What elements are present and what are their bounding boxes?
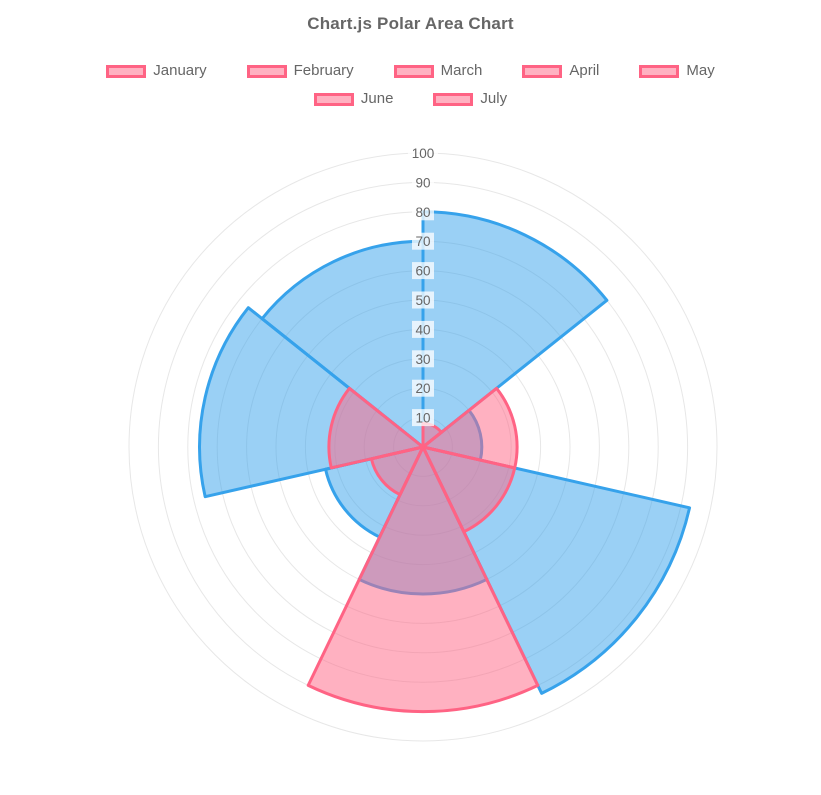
legend-label: May <box>686 62 715 79</box>
tick-label-60: 60 <box>415 264 430 279</box>
tick-label-90: 90 <box>415 175 430 190</box>
series-blue <box>198 210 692 695</box>
legend-label: June <box>360 90 394 107</box>
legend-label: July <box>480 90 508 107</box>
legend-item-may[interactable]: May <box>639 62 715 79</box>
tick-backdrop <box>412 262 434 280</box>
legend-swatch <box>246 65 287 78</box>
chart-legend: January February March April May June July <box>0 62 821 107</box>
legend-row-1: January February March April May <box>106 62 715 79</box>
tick-backdrop <box>412 291 434 309</box>
tick-label-30: 30 <box>415 352 430 367</box>
legend-item-july[interactable]: July <box>433 90 507 107</box>
legend-label: March <box>440 62 483 79</box>
legend-swatch <box>639 65 680 78</box>
legend-item-april[interactable]: April <box>522 62 599 79</box>
tick-label-40: 40 <box>415 322 430 337</box>
tick-backdrop <box>412 379 434 397</box>
radial-axis-ticks: 10 20 30 40 50 60 70 80 90 100 <box>408 144 438 427</box>
tick-backdrop <box>412 409 434 427</box>
legend-item-january[interactable]: January <box>106 62 207 79</box>
legend-label: January <box>153 62 207 79</box>
tick-label-70: 70 <box>415 234 430 249</box>
legend-item-february[interactable]: February <box>246 62 354 79</box>
tick-backdrop <box>412 232 434 250</box>
tick-label-80: 80 <box>415 205 430 220</box>
tick-label-20: 20 <box>415 381 430 396</box>
chart-title: Chart.js Polar Area Chart <box>307 14 514 33</box>
legend-item-june[interactable]: June <box>313 90 394 107</box>
tick-label-50: 50 <box>415 293 430 308</box>
arc-pink-april[interactable] <box>306 445 540 714</box>
arc-blue-july[interactable] <box>260 239 425 449</box>
tick-label-100: 100 <box>412 146 435 161</box>
legend-swatch <box>433 93 474 106</box>
tick-backdrop <box>412 320 434 338</box>
series-pink <box>306 386 540 714</box>
tick-label-10: 10 <box>415 411 430 426</box>
legend-swatch <box>393 65 434 78</box>
legend-swatch <box>313 93 354 106</box>
tick-backdrop <box>412 203 434 221</box>
legend-label: April <box>569 62 600 79</box>
tick-backdrop <box>412 350 434 368</box>
arc-pink-march[interactable] <box>421 445 517 534</box>
legend-swatch <box>522 65 563 78</box>
arc-pink-june[interactable] <box>327 386 425 470</box>
arc-pink-february[interactable] <box>421 386 519 470</box>
legend-item-march[interactable]: March <box>393 62 483 79</box>
tick-backdrop <box>408 144 438 162</box>
legend-swatch <box>106 65 147 78</box>
legend-row-2: June July <box>313 90 507 107</box>
tick-backdrop <box>412 173 434 191</box>
arc-blue-january[interactable] <box>421 210 609 449</box>
legend-label: February <box>293 62 354 79</box>
